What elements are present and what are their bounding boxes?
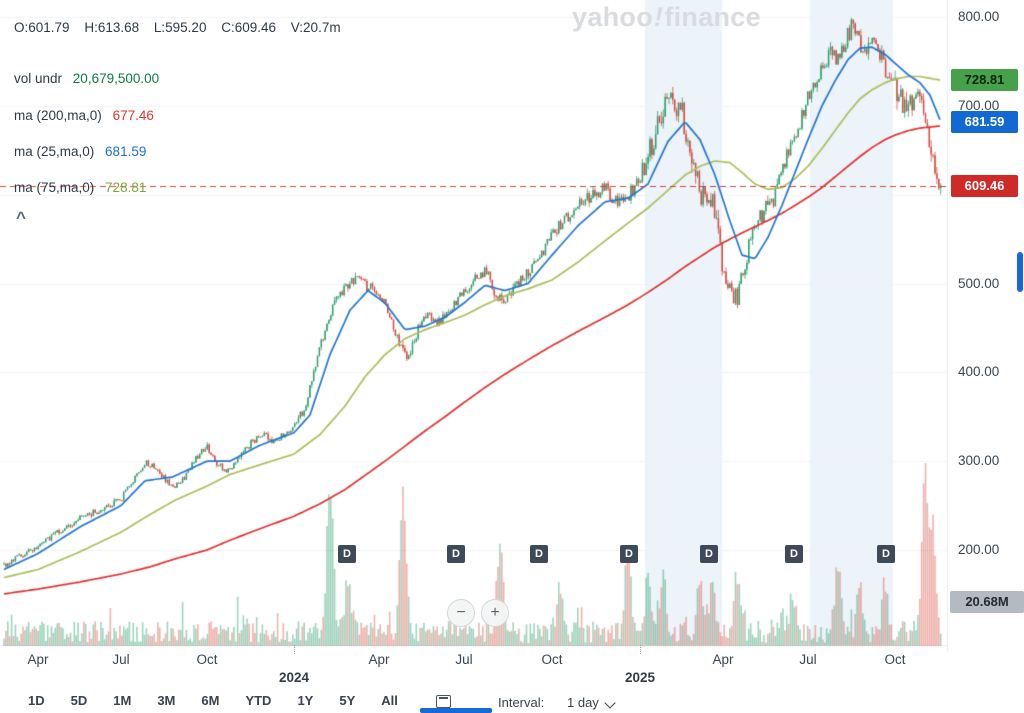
low-label: L: (153, 20, 166, 35)
ohlc-readout: O:601.79 H:613.68 L:595.20 C:609.46 V:20… (14, 20, 352, 35)
y-axis-label: 700.00 (958, 97, 1000, 113)
open-value: 601.79 (28, 20, 70, 35)
range-button-6m[interactable]: 6M (201, 693, 220, 708)
x-axis-label: Jul (455, 652, 473, 667)
open-label: O: (14, 20, 29, 35)
x-axis-label: Jul (799, 652, 817, 667)
dividend-marker[interactable]: D (700, 545, 718, 563)
x-axis-label: 2025 (624, 670, 656, 685)
zoom-out-button[interactable]: − (447, 599, 475, 627)
volume-value: 20.7m (303, 20, 341, 35)
high-value: 613.68 (97, 20, 140, 35)
x-axis-label: Apr (368, 652, 390, 667)
year-tick-mark (640, 645, 641, 654)
low-value: 595.20 (165, 20, 207, 35)
volume-label: V: (290, 20, 304, 35)
ma75-value: 728.81 (105, 180, 147, 195)
volume-badge: 20.68M (950, 591, 1024, 613)
volume-under-readout: vol undr 20,679,500.00 (14, 71, 159, 86)
y-axis-label: 500.00 (958, 275, 1000, 291)
range-button-1y[interactable]: 1Y (297, 693, 314, 708)
ma75-readout: ma (75,ma,0) 728.81 (14, 180, 146, 195)
last-price-badge: 609.46 (951, 175, 1018, 198)
interval-select[interactable]: 1 day (567, 695, 616, 710)
yahoo-finance-watermark: yahoo!finance (572, 2, 761, 33)
ma25-value: 681.59 (105, 144, 147, 159)
watermark-finance: finance (664, 2, 761, 32)
ma200-readout: ma (200,ma,0) 677.46 (14, 108, 154, 123)
zoom-in-button[interactable]: + (481, 599, 509, 627)
high-label: H: (84, 20, 98, 35)
collapse-legend-icon[interactable]: ^ (16, 208, 26, 227)
x-axis-label: Oct (541, 652, 563, 667)
ma200-value: 677.46 (112, 108, 154, 123)
range-button-1d[interactable]: 1D (28, 693, 45, 708)
chart-toolbar: 1D 5D 1M 3M 6M YTD 1Y 5Y All Interval: 1 day (0, 692, 1024, 713)
x-axis-label: 2024 (278, 670, 310, 685)
y-axis-label: 800.00 (958, 9, 1000, 24)
watermark-yahoo: yahoo (572, 2, 654, 32)
dividend-marker[interactable]: D (530, 545, 548, 563)
dividend-marker[interactable]: D (620, 545, 638, 563)
x-axis-label: Oct (196, 652, 218, 667)
ma25-label: ma (25,ma,0) (14, 144, 95, 159)
y-axis-label: 200.00 (958, 542, 1000, 557)
range-button-ytd[interactable]: YTD (245, 693, 272, 708)
range-button-5d[interactable]: 5D (70, 693, 88, 708)
ma75-label: ma (75,ma,0) (14, 180, 95, 195)
range-selector: 1D 5D 1M 3M 6M YTD 1Y 5Y All (28, 693, 398, 708)
ma75-price-badge: 728.81 (951, 69, 1018, 92)
chevron-down-icon (604, 696, 616, 709)
dividend-marker[interactable]: D (785, 545, 803, 563)
price-axis[interactable]: 800.00 700.00 500.00 400.00 300.00 200.00 (958, 0, 1024, 650)
x-axis-label: Jul (112, 652, 130, 667)
x-axis-label: Oct (884, 652, 906, 667)
interval-value: 1 day (567, 695, 599, 710)
year-tick-mark (294, 645, 295, 654)
interval-label: Interval: (498, 695, 545, 710)
dividend-marker[interactable]: D (877, 545, 895, 563)
y-axis-label: 400.00 (958, 364, 1000, 380)
x-axis-label: Apr (27, 652, 49, 667)
ma25-readout: ma (25,ma,0) 681.59 (14, 144, 146, 159)
x-axis-label: Apr (712, 652, 734, 667)
dividend-marker[interactable]: D (338, 545, 356, 563)
y-axis-label: 300.00 (958, 453, 1000, 469)
vol-under-value: 20,679,500.00 (72, 71, 160, 86)
price-chart-canvas[interactable] (0, 0, 950, 652)
range-button-all[interactable]: All (381, 693, 398, 708)
zoom-controls: − + (447, 599, 509, 627)
calendar-icon[interactable] (436, 695, 451, 708)
close-label: C: (221, 20, 235, 35)
range-button-3m[interactable]: 3M (157, 693, 176, 708)
vertical-scrollbar-handle[interactable] (1017, 252, 1023, 292)
ma25-price-badge: 681.59 (951, 111, 1018, 134)
ma200-label: ma (200,ma,0) (14, 108, 102, 123)
dividend-marker[interactable]: D (447, 545, 465, 563)
horizontal-scrollbar-handle[interactable] (420, 708, 492, 713)
time-axis[interactable]: Apr Jul Oct 2024 Apr Jul Oct 2025 Apr Jul Oct (0, 645, 950, 693)
vol-under-label: vol undr (14, 71, 63, 86)
close-value: 609.46 (234, 20, 277, 35)
range-button-1m[interactable]: 1M (113, 693, 132, 708)
range-button-5y[interactable]: 5Y (339, 693, 356, 708)
